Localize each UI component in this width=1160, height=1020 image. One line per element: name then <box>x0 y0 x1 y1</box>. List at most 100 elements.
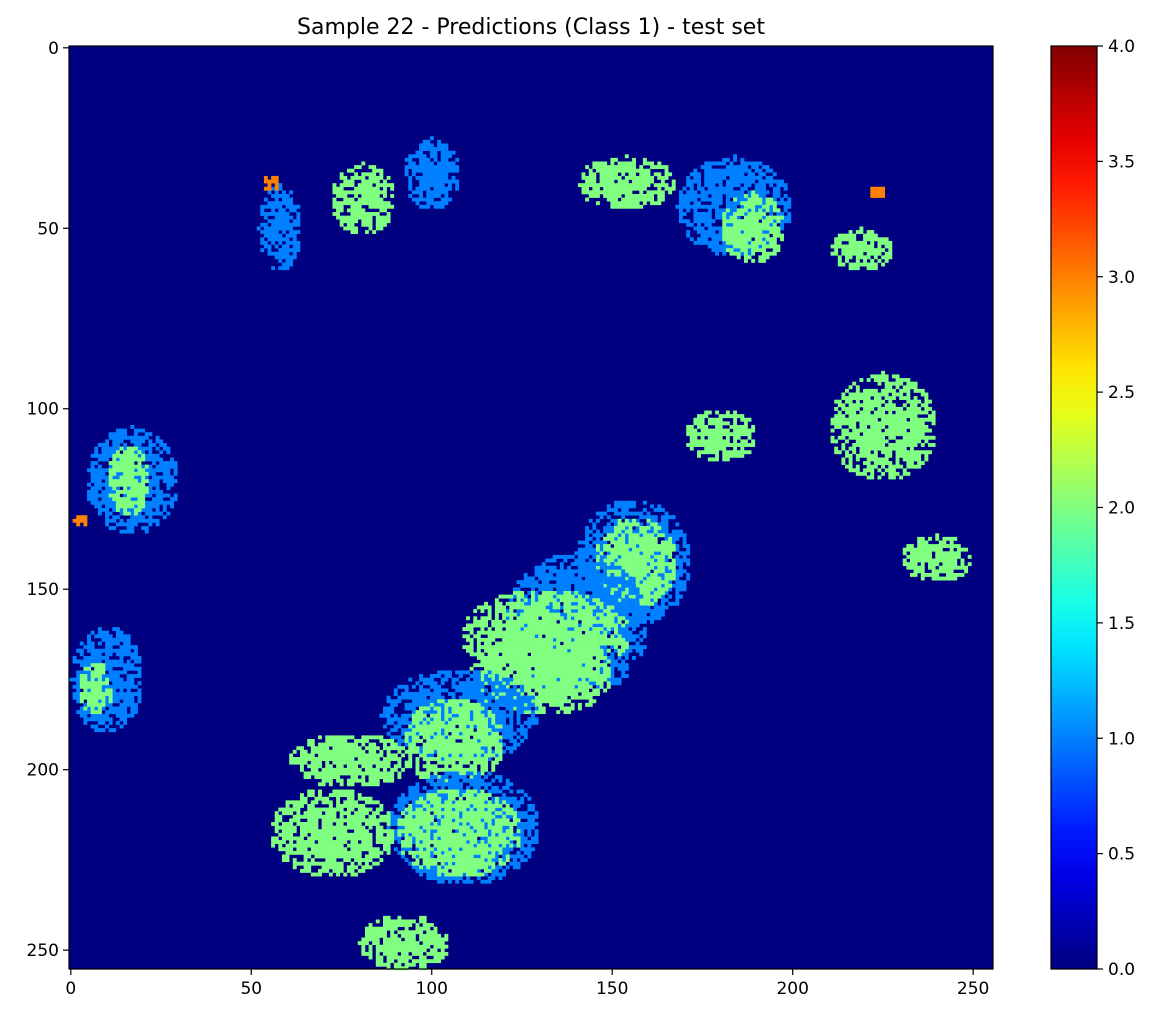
heatmap-cell <box>430 176 434 180</box>
heatmap-cell <box>643 169 647 173</box>
heatmap-cell <box>744 212 748 216</box>
heatmap-cell <box>686 425 690 429</box>
heatmap-cell <box>632 598 636 602</box>
heatmap-cell <box>899 378 903 382</box>
heatmap-cell <box>733 183 737 187</box>
heatmap-cell <box>733 226 737 230</box>
heatmap-cell <box>376 223 380 227</box>
heatmap-cell <box>654 540 658 544</box>
heatmap-cell <box>574 551 578 555</box>
heatmap-cell <box>748 194 752 198</box>
heatmap-cell <box>527 602 531 606</box>
heatmap-cell <box>719 237 723 241</box>
heatmap-cell <box>867 414 871 418</box>
heatmap-cell <box>120 508 124 512</box>
heatmap-cell <box>621 165 625 169</box>
heatmap-cell <box>863 234 867 238</box>
heatmap-cell <box>130 522 134 526</box>
heatmap-cell <box>618 501 622 505</box>
heatmap-cell <box>434 190 438 194</box>
heatmap-cell <box>715 226 719 230</box>
heatmap-cell <box>412 198 416 202</box>
heatmap-cell <box>625 519 629 523</box>
heatmap-cell <box>607 616 611 620</box>
heatmap-cell <box>621 190 625 194</box>
heatmap-cell <box>766 230 770 234</box>
heatmap-cell <box>553 605 557 609</box>
heatmap-cell <box>134 494 138 498</box>
heatmap-cell <box>924 403 928 407</box>
heatmap-cell <box>625 656 629 660</box>
heatmap-cell <box>838 421 842 425</box>
heatmap-cell <box>856 241 860 245</box>
heatmap-cell <box>372 201 376 205</box>
heatmap-cell <box>643 598 647 602</box>
heatmap-cell <box>148 508 152 512</box>
heatmap-cell <box>607 591 611 595</box>
heatmap-cell <box>390 187 394 191</box>
heatmap-cell <box>610 660 614 664</box>
heatmap-cell <box>156 483 160 487</box>
heatmap-cell <box>870 472 874 476</box>
heatmap-cell <box>517 595 521 599</box>
heatmap-cell <box>520 613 524 617</box>
heatmap-cell <box>610 530 614 534</box>
heatmap-cell <box>690 432 694 436</box>
heatmap-cell <box>769 180 773 184</box>
heatmap-cell <box>683 587 687 591</box>
heatmap-cell <box>275 230 279 234</box>
heatmap-cell <box>643 559 647 563</box>
heatmap-cell <box>430 136 434 140</box>
heatmap-cell <box>762 180 766 184</box>
heatmap-cell <box>773 201 777 205</box>
heatmap-cell <box>856 259 860 263</box>
heatmap-cell <box>109 461 113 465</box>
heatmap-cell <box>278 226 282 230</box>
heatmap-cell <box>859 472 863 476</box>
heatmap-cell <box>758 255 762 259</box>
heatmap-cell <box>722 158 726 162</box>
heatmap-cell <box>878 374 882 378</box>
heatmap-cell <box>134 522 138 526</box>
heatmap-cell <box>621 169 625 173</box>
heatmap-cell <box>711 245 715 249</box>
heatmap-cell <box>744 245 748 249</box>
heatmap-cell <box>708 183 712 187</box>
heatmap-cell <box>365 183 369 187</box>
heatmap-cell <box>845 465 849 469</box>
heatmap-cell <box>571 573 575 577</box>
heatmap-cell <box>105 447 109 451</box>
heatmap-cell <box>120 530 124 534</box>
heatmap-cell <box>571 598 575 602</box>
heatmap-cell <box>636 180 640 184</box>
heatmap-cell <box>152 501 156 505</box>
heatmap-cell <box>657 522 661 526</box>
heatmap-cell <box>610 548 614 552</box>
heatmap-cell <box>708 411 712 415</box>
heatmap-cell <box>650 530 654 534</box>
heatmap-cell <box>896 465 900 469</box>
heatmap-cell <box>556 580 560 584</box>
heatmap-cell <box>625 652 629 656</box>
heatmap-cell <box>632 501 636 505</box>
heatmap-cell <box>127 530 131 534</box>
heatmap-cell <box>441 201 445 205</box>
heatmap-cell <box>722 248 726 252</box>
heatmap-cell <box>672 533 676 537</box>
heatmap-cell <box>148 443 152 447</box>
heatmap-cell <box>502 613 506 617</box>
heatmap-cell <box>94 497 98 501</box>
heatmap-cell <box>899 382 903 386</box>
heatmap-cell <box>156 490 160 494</box>
heatmap-cell <box>448 198 452 202</box>
heatmap-cell <box>632 638 636 642</box>
heatmap-cell <box>751 241 755 245</box>
heatmap-cell <box>711 457 715 461</box>
heatmap-cell <box>647 577 651 581</box>
heatmap-cell <box>733 237 737 241</box>
heatmap-cell <box>679 205 683 209</box>
heatmap-cell <box>347 180 351 184</box>
heatmap-cell <box>105 519 109 523</box>
heatmap-cell <box>762 205 766 209</box>
heatmap-cell <box>542 616 546 620</box>
